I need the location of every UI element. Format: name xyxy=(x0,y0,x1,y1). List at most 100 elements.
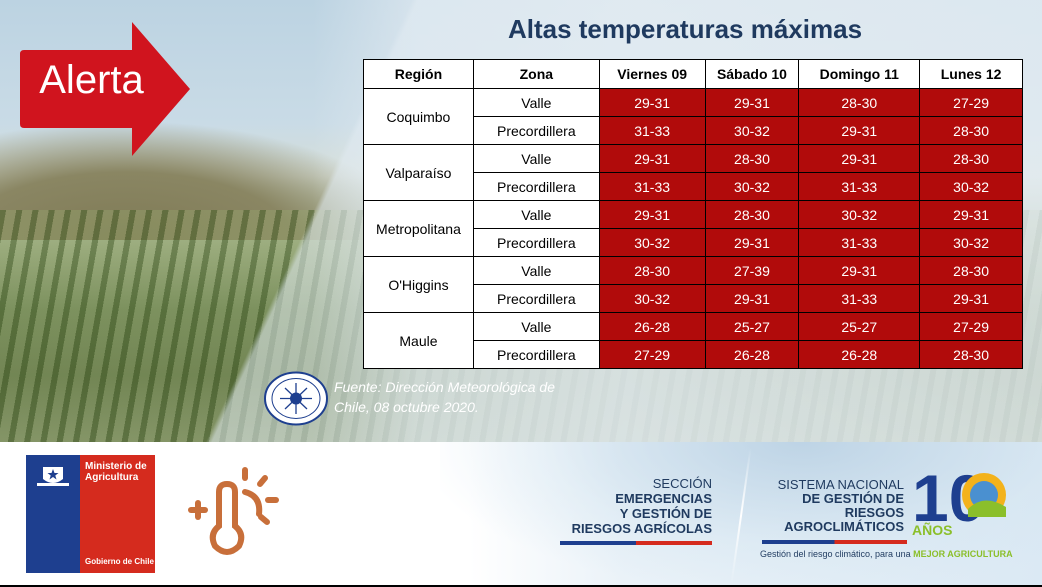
zone-cell: Precordillera xyxy=(472,284,600,313)
temperature-cell: 28-30 xyxy=(919,340,1023,369)
region-cell: Maule xyxy=(363,312,474,369)
temperature-cell: 25-27 xyxy=(704,312,800,341)
thermometer-sun-icon xyxy=(188,467,279,555)
anniversary-word: AÑOS xyxy=(912,522,953,538)
table-header-row: Región Zona Viernes 09 Sábado 10 Domingo… xyxy=(363,59,1023,89)
temperature-cell: 30-32 xyxy=(919,228,1023,257)
temperature-cell: 29-31 xyxy=(919,284,1023,313)
temperature-cell: 31-33 xyxy=(798,228,921,257)
flag-stripe xyxy=(762,540,907,544)
alert-label: Alerta xyxy=(39,58,144,102)
temperature-cell: 29-31 xyxy=(704,228,800,257)
temperature-cell: 29-31 xyxy=(798,116,921,145)
temperature-cell: 27-39 xyxy=(704,256,800,285)
table-row: Precordillera 27-29 26-28 26-28 28-30 xyxy=(364,340,1023,369)
region-cell: Coquimbo xyxy=(363,88,474,145)
zone-cell: Valle xyxy=(472,144,600,173)
zone-cell: Valle xyxy=(472,256,600,285)
temperature-cell: 29-31 xyxy=(598,144,706,173)
temperature-cell: 28-30 xyxy=(798,88,921,117)
temperature-cell: 30-32 xyxy=(919,172,1023,201)
temperature-table: Región Zona Viernes 09 Sábado 10 Domingo… xyxy=(363,59,1023,369)
temperature-cell: 28-30 xyxy=(704,144,800,173)
ministry-name-line: Agricultura xyxy=(85,472,139,483)
zone-cell: Precordillera xyxy=(472,172,600,201)
temperature-cell: 31-33 xyxy=(598,172,706,201)
temperature-cell: 31-33 xyxy=(798,284,921,313)
temperature-cell: 26-28 xyxy=(704,340,800,369)
section-emergencies-top: SECCIÓN xyxy=(652,476,712,491)
national-system-logo: SISTEMA NACIONAL DE GESTIÓN DE RIESGOS A… xyxy=(742,478,904,534)
anniversary-10-logo: 10 xyxy=(912,463,1006,535)
table-row: Metropolitana Valle 29-31 28-30 30-32 29… xyxy=(363,200,1023,257)
ministry-name-line: Ministerio de xyxy=(85,461,147,472)
temperature-cell: 29-31 xyxy=(704,88,800,117)
section-emergencies-logo: SECCIÓN EMERGENCIAS Y GESTIÓN DE RIESGOS… xyxy=(540,476,712,536)
table-row: Precordillera 30-32 29-31 31-33 29-31 xyxy=(364,284,1023,313)
temperature-cell: 28-30 xyxy=(919,144,1023,173)
page-title: Altas temperaturas máximas xyxy=(507,14,863,44)
zone-cell: Precordillera xyxy=(472,340,600,369)
zone-cell: Valle xyxy=(472,312,600,341)
temperature-cell: 29-31 xyxy=(798,144,921,173)
column-header-day: Sábado 10 xyxy=(704,59,800,89)
zone-cell: Precordillera xyxy=(472,116,600,145)
temperature-cell: 25-27 xyxy=(798,312,921,341)
section-emergencies-line: RIESGOS AGRÍCOLAS xyxy=(571,521,712,536)
temperature-cell: 29-31 xyxy=(598,200,706,229)
temperature-cell: 27-29 xyxy=(919,88,1023,117)
alert-arrow-icon xyxy=(20,22,190,156)
zone-cell: Precordillera xyxy=(472,228,600,257)
ministry-logo-blue-block xyxy=(26,455,80,573)
temperature-cell: 30-32 xyxy=(704,172,800,201)
column-header-day: Domingo 11 xyxy=(798,59,921,89)
meteorological-seal-icon xyxy=(264,371,328,426)
section-emergencies-line: EMERGENCIAS xyxy=(615,491,712,506)
zone-cell: Valle xyxy=(472,200,600,229)
column-header-region: Región xyxy=(363,59,474,89)
table-row: Maule Valle 26-28 25-27 25-27 27-29 xyxy=(363,312,1023,369)
temperature-cell: 30-32 xyxy=(598,228,706,257)
temperature-cell: 30-32 xyxy=(704,116,800,145)
flag-stripe xyxy=(560,541,712,545)
temperature-cell: 29-31 xyxy=(598,88,706,117)
temperature-cell: 28-30 xyxy=(598,256,706,285)
temperature-cell: 27-29 xyxy=(598,340,706,369)
region-cell: O'Higgins xyxy=(363,256,474,313)
tagline-main: Gestión del riesgo climático, para una xyxy=(760,549,911,559)
national-system-line: RIESGOS xyxy=(844,505,904,520)
temperature-cell: 26-28 xyxy=(598,312,706,341)
temperature-cell: 31-33 xyxy=(798,172,921,201)
tagline: Gestión del riesgo climático, para una M… xyxy=(760,549,1030,559)
temperature-cell: 31-33 xyxy=(598,116,706,145)
national-system-top: SISTEMA NACIONAL xyxy=(777,477,904,492)
temperature-cell: 27-29 xyxy=(919,312,1023,341)
national-system-line: DE GESTIÓN DE xyxy=(802,491,904,506)
region-cell: Metropolitana xyxy=(363,200,474,257)
bottom-border xyxy=(0,585,1042,587)
section-emergencies-line: Y GESTIÓN DE xyxy=(619,506,712,521)
table-row: Precordillera 31-33 30-32 29-31 28-30 xyxy=(364,116,1023,145)
temperature-cell: 29-31 xyxy=(919,200,1023,229)
temperature-cell: 28-30 xyxy=(704,200,800,229)
table-row: Valparaíso Valle 29-31 28-30 29-31 28-30 xyxy=(363,144,1023,201)
temperature-cell: 26-28 xyxy=(798,340,921,369)
source-line: Chile, 08 octubre 2020. xyxy=(334,399,479,415)
temperature-cell: 30-32 xyxy=(798,200,921,229)
source-line: Fuente: Dirección Meteorológica de xyxy=(334,379,556,395)
temperature-cell: 28-30 xyxy=(919,116,1023,145)
region-cell: Valparaíso xyxy=(363,144,474,201)
temperature-cell: 28-30 xyxy=(919,256,1023,285)
government-label: Gobierno de Chile xyxy=(85,557,154,566)
ministry-logo-red-block xyxy=(80,455,155,573)
column-header-zone: Zona xyxy=(472,59,600,89)
ministry-name: Ministerio de Agricultura xyxy=(85,461,153,483)
column-header-day: Lunes 12 xyxy=(919,59,1023,89)
temperature-cell: 29-31 xyxy=(798,256,921,285)
national-system-line: AGROCLIMÁTICOS xyxy=(784,519,904,534)
zone-cell: Valle xyxy=(472,88,600,117)
table-row: Coquimbo Valle 29-31 29-31 28-30 27-29 xyxy=(363,88,1023,145)
temperature-cell: 29-31 xyxy=(704,284,800,313)
table-row: O'Higgins Valle 28-30 27-39 29-31 28-30 xyxy=(363,256,1023,313)
tagline-highlight: MEJOR AGRICULTURA xyxy=(913,549,1013,559)
